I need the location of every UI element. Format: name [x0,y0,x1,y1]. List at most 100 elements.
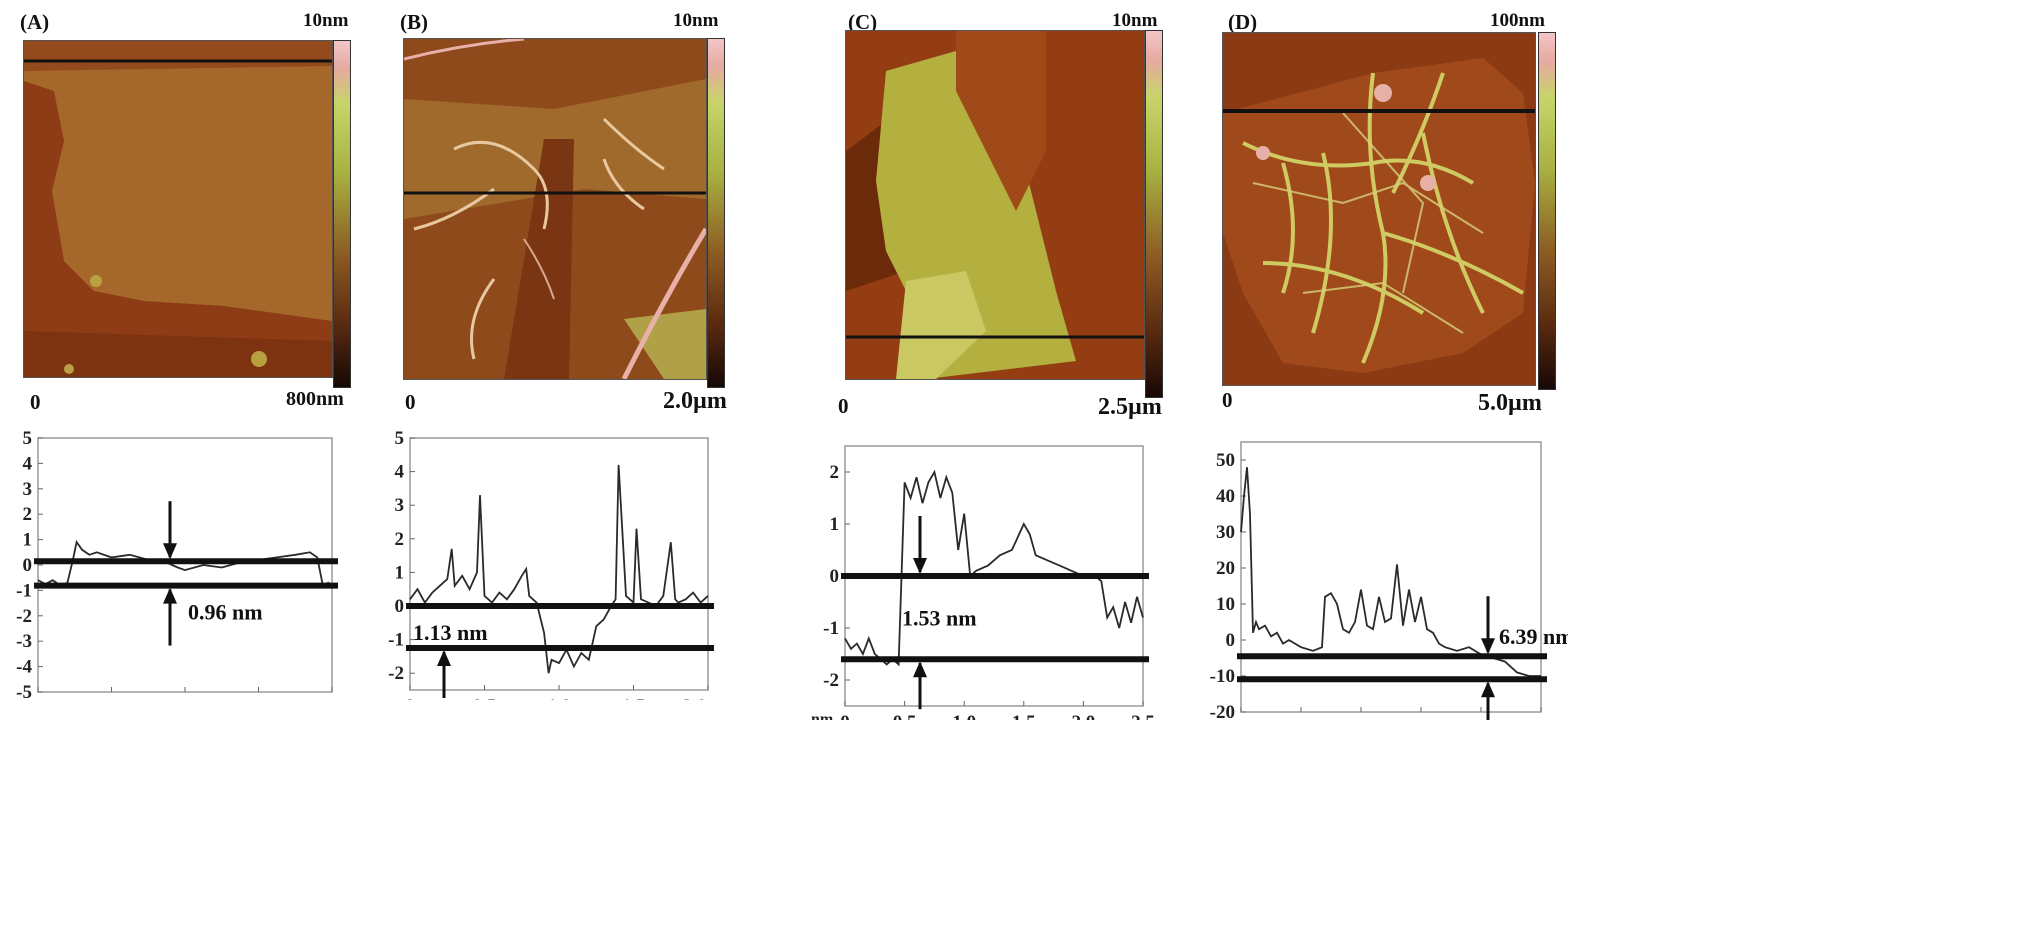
step-height-label: 0.96 nm [188,600,263,625]
x-tick-label: 2.5 [1131,712,1155,720]
up-arrow-head [1481,681,1495,698]
y-unit-label: nm [811,711,834,720]
plot-frame [37,437,333,693]
y-tick-label: -4 [16,657,32,678]
axis-start-label: 0 [1222,388,1233,412]
y-tick-label: 20 [1216,558,1235,579]
panel-d: (D) 100nm [1207,0,1568,946]
y-tick-label: 1 [830,514,840,535]
panel-label: (B) [400,10,428,34]
x-tick-label: 0 [405,696,415,700]
y-tick-label: 1 [23,530,33,551]
x-tick-label: 1.5 [1012,712,1036,720]
colorbar-max-label: 10nm [303,10,349,31]
y-tick-label: -2 [16,606,32,627]
y-tick-label: -5 [16,682,32,700]
x-tick-label: 2.0µm [683,696,734,700]
y-tick-label: 3 [23,479,33,500]
down-arrow-head [1481,638,1495,655]
y-tick-label: -1 [388,630,404,651]
panel-a: (A) 10nm 0 800nm 543210-1-2-3-4-50200400… [0,0,500,946]
axis-end-label: 2.5µm [1098,394,1162,420]
x-tick-label: 1.0 [547,696,571,700]
up-arrow-head [163,587,177,604]
colorbar [333,40,351,388]
colorbar [1538,32,1556,390]
plot-frame [1240,441,1542,713]
y-tick-label: -2 [823,670,839,691]
afm-topography [24,41,332,377]
y-tick-label: 3 [395,495,405,516]
y-tick-label: 2 [395,529,405,550]
up-arrow-head [437,650,451,666]
x-tick-label: 0.5 [893,712,917,720]
axis-end-label: 800nm [286,388,344,410]
x-tick-label: 2 [1356,718,1366,720]
y-tick-label: 2 [830,462,840,483]
axis-start-label: 0 [405,390,416,414]
x-tick-label: 1.0 [952,712,976,720]
afm-image [403,38,707,380]
y-tick-label: 5 [23,428,33,449]
y-tick-label: 0 [23,555,33,576]
step-height-label: 1.53 nm [902,606,977,631]
y-tick-label: -3 [16,631,32,652]
colorbar-max-label: 100nm [1490,10,1545,31]
x-unit-label: µm [1151,714,1178,720]
afm-image [1222,32,1536,386]
x-tick-label: 4 [1476,718,1486,720]
y-unit-label: nm [1207,717,1230,720]
axis-end-label: 2.0µm [663,388,727,414]
y-tick-label: 30 [1216,522,1235,543]
y-unit-label: nm [4,697,27,700]
height-profile: 2 1 0 -1 -2 0 0.5 1.0 1.5 2.0 2.5µm nm 1.53 nm [811,445,1178,720]
x-tick-label: 400 [171,698,200,700]
y-tick-label: -20 [1210,702,1235,720]
afm-topography [846,31,1144,379]
x-tick-label: 0 [33,698,43,700]
plot-frame [409,437,709,691]
colorbar [1145,30,1163,398]
axis-start-label: 0 [30,390,41,414]
y-tick-label: 0 [395,596,405,617]
panel-label: (A) [20,10,50,34]
panel-b: (B) 10nm 0 2.0µm 5 4 3 2 1 0 -1 -2 0 0.5 1.0 1.5 2.0… [375,0,795,946]
y-tick-label: 0 [1226,630,1236,651]
y-tick-label: 2 [23,504,33,525]
y-tick-label: 0 [830,566,840,587]
x-tick-label: 1.5 [622,696,646,700]
x-tick-label: 0 [1236,718,1246,720]
y-tick-label: -2 [388,663,404,684]
y-tick-label: 5 [395,428,405,449]
x-tick-label: 0.5 [473,696,497,700]
y-tick-label: 10 [1216,594,1235,615]
y-tick-label: 4 [395,462,405,483]
x-tick-label: 5 [1536,718,1546,720]
colorbar-max-label: 10nm [673,10,719,31]
step-height-label: 1.13 nm [413,620,488,645]
y-unit-label: nm [376,695,399,700]
profile-line [1240,467,1541,677]
y-tick-label: -10 [1210,666,1235,687]
y-tick-label: -1 [823,618,839,639]
y-tick-label: 40 [1216,486,1235,507]
panel-c: (C) 10nm 0 2.5µm 210-1-200.51.01.52.02.5… [810,0,1210,946]
height-profile: 5 4 3 2 1 0 -1 -2 0 0.5 1.0 1.5 2.0µm nm 1.13 nm [376,428,734,700]
y-tick-label: 4 [23,453,33,474]
colorbar-max-label: 10nm [1112,10,1158,31]
colorbar [707,38,725,388]
x-tick-label: 0 [840,712,850,720]
afm-topography [404,39,706,379]
axis-start-label: 0 [838,394,849,418]
y-tick-label: 50 [1216,450,1235,471]
y-tick-label: 1 [395,562,405,583]
down-arrow-head [913,558,927,574]
x-tick-label: 800nm [305,698,360,700]
afm-image [23,40,333,378]
x-tick-label: 3 [1416,718,1426,720]
afm-image [845,30,1145,380]
afm-topography [1223,33,1535,385]
axis-end-label: 5.0µm [1478,390,1542,416]
